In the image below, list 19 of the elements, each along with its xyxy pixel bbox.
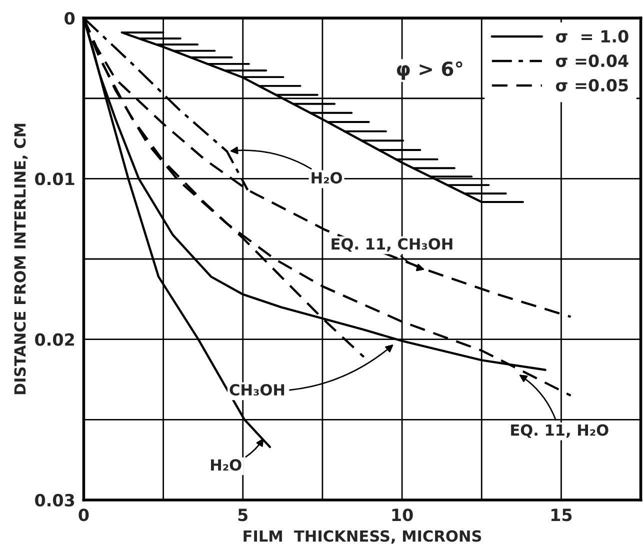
annotation: EQ. 11, CH₃OH — [332, 238, 452, 252]
y-axis-title: DISTANCE FROM INTERLINE, CM — [14, 124, 28, 394]
y-tick-label: 0.02 — [35, 333, 74, 346]
y-tick-label: 0 — [64, 12, 75, 25]
annotation: φ > 6° — [396, 61, 462, 80]
x-tick-label: 15 — [551, 508, 572, 522]
annotation: CH₃OH — [230, 384, 284, 396]
annotation: H₂O — [211, 459, 242, 471]
legend-label: σ =0.04 — [556, 54, 628, 68]
x-tick-label: 10 — [392, 508, 413, 522]
y-tick-label: 0.01 — [35, 172, 74, 186]
x-tick-label: 5 — [238, 508, 248, 522]
legend-label: σ =0.05 — [556, 78, 628, 92]
annotation: EQ. 11, H₂O — [511, 424, 608, 438]
annotation: H₂O — [312, 172, 342, 184]
x-tick-label: 0 — [78, 508, 89, 522]
y-tick-label: 0.03 — [35, 494, 74, 507]
legend-label: σ = 1.0 — [556, 30, 628, 43]
x-axis-title: FILM THICKNESS, MICRONS — [244, 530, 482, 544]
